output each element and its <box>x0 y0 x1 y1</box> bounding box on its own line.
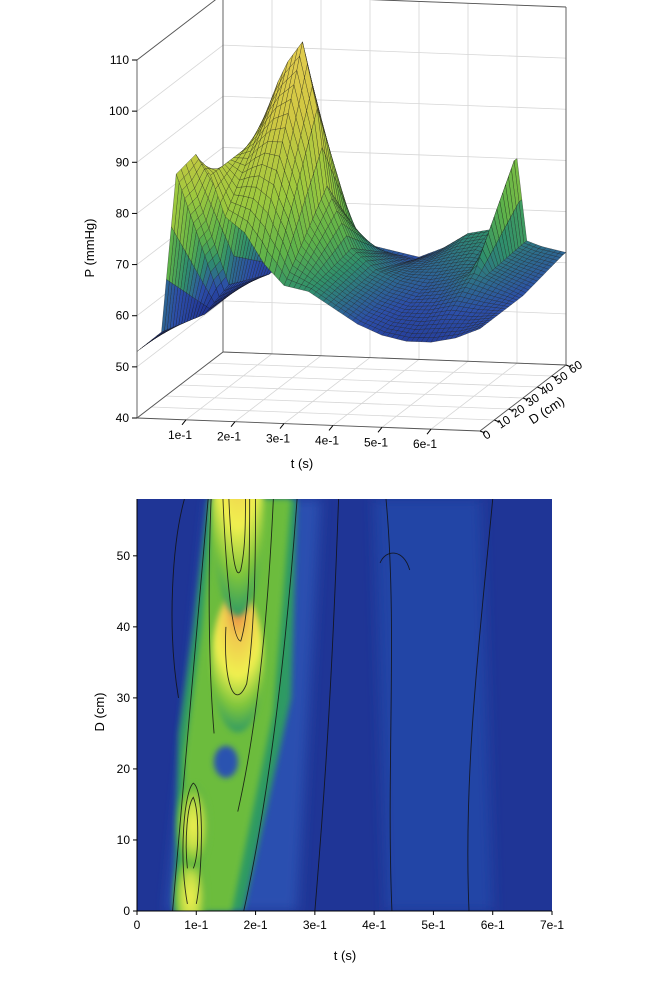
contour-plot-svg: 0 1e-1 2e-1 3e-1 4e-1 5e-1 6e-1 7e-1 0 10 20 30 40 50… <box>92 499 564 963</box>
y-tick-mark <box>551 375 557 379</box>
x-tick-label: 0 <box>134 918 141 932</box>
contour-line <box>379 552 411 571</box>
surface-mesh <box>136 41 567 352</box>
x-tick-label: 4e-1 <box>315 433 339 447</box>
y-tick-label: 50 <box>117 549 131 563</box>
x-tick-label: 2e-1 <box>244 918 268 932</box>
y-tick-label: 50 <box>552 368 571 387</box>
y-tick-mark <box>508 408 514 412</box>
contour-peak <box>174 854 207 911</box>
contour-line <box>243 499 298 911</box>
x-tick-label: 7e-1 <box>540 918 564 932</box>
z-tick-label: 70 <box>116 258 130 272</box>
y-tick-mark <box>565 364 572 368</box>
z-axis-label: P (mmHg) <box>82 219 97 278</box>
x-tick-mark <box>230 421 236 428</box>
x-tick-label: 1e-1 <box>184 918 208 932</box>
contour-dip <box>213 745 238 778</box>
x-axis-label: t (s) <box>291 456 313 471</box>
y-axis-label: D (cm) <box>92 693 107 732</box>
floor-grid-line <box>165 395 509 410</box>
x-tick-mark <box>181 419 187 426</box>
x-tick-mark <box>279 423 285 429</box>
y-tick-label: 10 <box>117 833 131 847</box>
z-tick-label: 110 <box>110 53 129 67</box>
z-tick-label: 100 <box>109 104 129 118</box>
contour-peak <box>211 592 264 733</box>
contour-line <box>222 499 251 642</box>
y-tick-label: 40 <box>117 620 131 634</box>
surface-plot: 40 50 60 70 80 90 100 110 1e-1 2e-1 3e-1 4e-1 5e-1 6e… <box>0 0 649 480</box>
contour-line <box>185 796 199 869</box>
contour-line <box>314 499 340 911</box>
y-tick-label: 20 <box>509 401 528 420</box>
z-tick-label: 50 <box>116 360 130 374</box>
back-wall-grid-line <box>370 0 567 8</box>
x-tick-label: 3e-1 <box>303 918 327 932</box>
axis-frame-edge <box>369 0 567 8</box>
x-tick-mark <box>377 426 383 433</box>
floor-grid-line <box>208 362 552 377</box>
side-wall-grid-line <box>136 44 224 112</box>
surface-cell <box>474 326 484 331</box>
x-axis-label: t (s) <box>334 948 356 963</box>
x-tick-mark <box>426 428 432 435</box>
contour-line <box>171 499 185 698</box>
x-tick-mark <box>328 425 334 431</box>
y-tick-label: 30 <box>117 691 131 705</box>
y-tick-label: 0 <box>123 904 130 918</box>
z-tick-label: 60 <box>116 309 130 323</box>
contour-line <box>237 499 274 812</box>
y-tick-mark <box>479 430 486 434</box>
axis-frame-edge <box>222 351 567 366</box>
y-tick-label: 20 <box>117 762 131 776</box>
x-tick-label: 6e-1 <box>481 918 505 932</box>
x-tick-label: 2e-1 <box>217 430 241 444</box>
side-wall-grid-line <box>136 300 224 368</box>
side-wall-grid-line <box>136 95 224 163</box>
floor-grid-line <box>151 406 495 421</box>
x-tick-label: 4e-1 <box>362 918 386 932</box>
contour-line <box>228 499 246 573</box>
x-tick-label: 5e-1 <box>421 918 445 932</box>
floor-grid-line <box>194 373 538 388</box>
contour-line <box>208 499 215 734</box>
back-wall-grid-line <box>222 44 567 59</box>
y-tick-label: 60 <box>566 357 585 376</box>
z-tick-label: 90 <box>116 155 130 169</box>
x-tick-label: 1e-1 <box>168 428 192 442</box>
y-tick-mark <box>537 386 543 390</box>
x-tick-label: 6e-1 <box>413 437 437 451</box>
surface-cell <box>151 334 160 340</box>
axis-frame-edge <box>136 0 216 61</box>
y-tick-mark <box>522 397 529 401</box>
contour-line <box>225 499 257 696</box>
contour-axes: 0 1e-1 2e-1 3e-1 4e-1 5e-1 6e-1 7e-1 0 10 20 30 40 50 <box>117 499 564 932</box>
axis-frame-edge <box>136 351 224 419</box>
y-tick-mark <box>494 419 500 423</box>
y-tick-label: 10 <box>494 412 513 431</box>
contour-band-60 <box>374 499 493 911</box>
side-wall-grid-line <box>136 0 216 61</box>
x-tick-label: 3e-1 <box>266 432 290 446</box>
contour-line <box>182 782 202 904</box>
contour-line <box>467 499 494 911</box>
z-tick-label: 80 <box>116 206 130 220</box>
axis-frame-edge <box>136 417 481 432</box>
contour-plot: 0 1e-1 2e-1 3e-1 4e-1 5e-1 6e-1 7e-1 0 10 20 30 40 50… <box>0 480 649 983</box>
x-tick-label: 5e-1 <box>364 435 388 449</box>
floor-grid-line <box>179 384 524 399</box>
z-tick-label: 40 <box>116 411 130 425</box>
contour-line <box>385 499 393 911</box>
contour-field <box>137 499 552 911</box>
y-tick-label: 0 <box>480 427 493 443</box>
